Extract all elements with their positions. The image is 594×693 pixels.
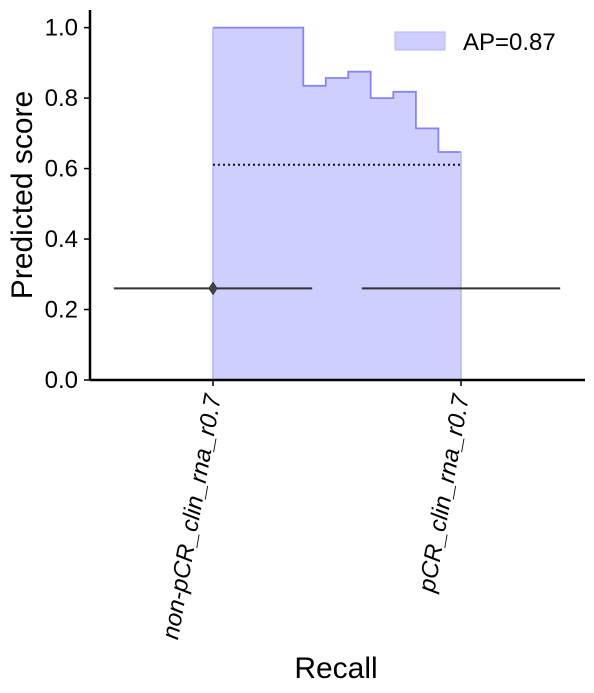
y-tick-label: 0.4 bbox=[45, 226, 78, 253]
legend-label: AP=0.87 bbox=[463, 29, 556, 56]
x-axis-title: Recall bbox=[294, 652, 377, 685]
x-category-label: non-pCR_clin_rna_r0.7 bbox=[157, 391, 227, 642]
y-tick-label: 1.0 bbox=[45, 15, 78, 42]
legend-swatch bbox=[394, 31, 446, 51]
y-tick-label: 0.0 bbox=[45, 367, 78, 394]
pr-step-line bbox=[213, 26, 461, 153]
median-diamond-marker bbox=[208, 281, 218, 296]
y-tick-label: 0.8 bbox=[45, 85, 78, 112]
y-tick-label: 0.6 bbox=[45, 156, 78, 183]
y-tick-label: 0.2 bbox=[45, 297, 78, 324]
y-axis-title: Predicted score bbox=[6, 91, 39, 299]
pr-area-fill bbox=[212, 27, 462, 381]
x-category-label: pCR_clin_rna_r0.7 bbox=[413, 391, 475, 595]
